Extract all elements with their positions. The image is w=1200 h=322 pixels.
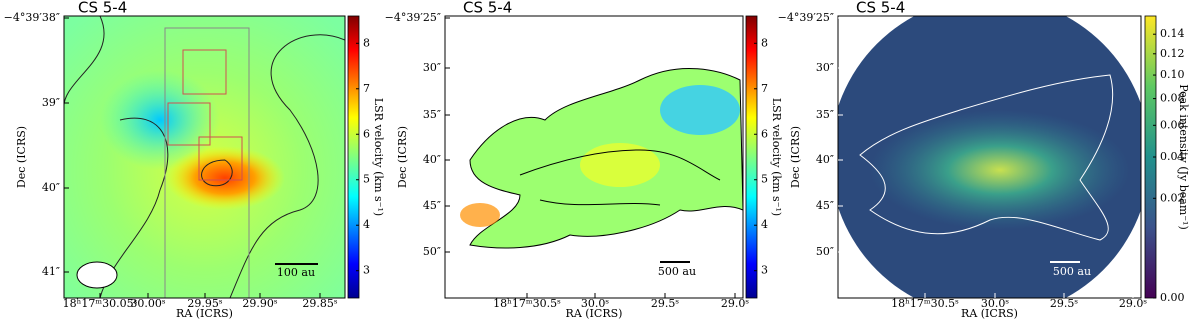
x-tick-label: 30.0ˢ bbox=[981, 297, 1009, 310]
x-tick-label: 29.90ˢ bbox=[242, 297, 277, 310]
panel-title: CS 5-4 bbox=[78, 0, 127, 17]
colorbar-tick-label: 7 bbox=[363, 82, 370, 95]
colorbar-tick-label: 8 bbox=[363, 36, 370, 49]
colorbar-tick-label: 5 bbox=[363, 173, 370, 186]
y-tick-label: 35″ bbox=[816, 108, 834, 121]
y-axis-label: Dec (ICRS) bbox=[396, 126, 409, 188]
x-tick-label: 29.5ˢ bbox=[651, 297, 679, 310]
y-tick-label: 40″ bbox=[423, 153, 441, 166]
colorbar bbox=[745, 15, 758, 299]
y-axis-label: Dec (ICRS) bbox=[789, 126, 802, 188]
x-axis-label: RA (ICRS) bbox=[176, 307, 233, 320]
colorbar-tick-label: 0.10 bbox=[1160, 68, 1185, 81]
colorbar-tick-label: 6 bbox=[761, 127, 768, 140]
y-tick-label: 41″ bbox=[42, 265, 60, 278]
x-tick-label: 30.0ˢ bbox=[581, 297, 609, 310]
scale-bar-label: 500 au bbox=[1053, 265, 1091, 278]
x-tick-label: 29.0ˢ bbox=[721, 297, 749, 310]
y-tick-label: 45″ bbox=[816, 199, 834, 212]
colorbar-tick-label: 6 bbox=[363, 127, 370, 140]
y-tick-label: 35″ bbox=[423, 108, 441, 121]
scale-bar-label: 100 au bbox=[277, 266, 315, 279]
x-tick-label: 18ʰ17ᵐ30.5ˢ bbox=[891, 297, 959, 310]
x-tick-label: 29.0ˢ bbox=[1119, 297, 1147, 310]
colorbar-tick-label: 0.06 bbox=[1160, 118, 1185, 131]
y-tick-label: 50″ bbox=[816, 245, 834, 258]
y-tick-label: 39″ bbox=[42, 96, 60, 109]
x-tick-label: 18ʰ17ᵐ30.5ˢ bbox=[493, 297, 561, 310]
colorbar-tick-label: 0.08 bbox=[1160, 92, 1185, 105]
y-axis-label: Dec (ICRS) bbox=[15, 126, 28, 188]
x-tick-label: 18ʰ17ᵐ30.05ˢ bbox=[63, 297, 138, 310]
colorbar-tick-label: 8 bbox=[761, 36, 768, 49]
y-tick-label: 50″ bbox=[423, 245, 441, 258]
frame bbox=[444, 15, 744, 299]
colorbar-label: Peak intensity (Jy beam⁻¹) bbox=[1177, 84, 1190, 230]
scale-bar-label: 500 au bbox=[658, 265, 696, 278]
map-image bbox=[445, 16, 744, 298]
colorbar-tick-label: 0.14 bbox=[1160, 27, 1185, 40]
colorbar-tick-label: 4 bbox=[363, 218, 370, 231]
colorbar-label: LSR velocity (km s⁻¹) bbox=[770, 98, 783, 216]
colorbar-tick-label: 4 bbox=[761, 218, 768, 231]
frame bbox=[837, 15, 1142, 299]
y-tick-label: 30″ bbox=[816, 61, 834, 74]
panel-title: CS 5-4 bbox=[856, 0, 905, 17]
y-tick-label: 30″ bbox=[423, 61, 441, 74]
colorbar-tick-label: 3 bbox=[363, 264, 370, 277]
y-tick-label: −4°39′25″ bbox=[778, 11, 834, 24]
colorbar-label: LSR velocity (km s⁻¹) bbox=[372, 98, 385, 216]
y-tick-label: −4°39′38″ bbox=[4, 11, 60, 24]
colorbar bbox=[347, 15, 360, 299]
x-tick-label: 29.5ˢ bbox=[1050, 297, 1078, 310]
y-tick-label: −4°39′25″ bbox=[385, 11, 441, 24]
map-image bbox=[64, 16, 345, 298]
map-image bbox=[838, 16, 1141, 298]
y-tick-label: 40″ bbox=[816, 153, 834, 166]
x-tick-label: 30.00ˢ bbox=[130, 297, 165, 310]
colorbar-tick-label: 0.00 bbox=[1160, 291, 1185, 304]
x-axis-label: RA (ICRS) bbox=[961, 307, 1018, 320]
colorbar-tick-label: 3 bbox=[761, 264, 768, 277]
panel-title: CS 5-4 bbox=[463, 0, 512, 17]
colorbar-tick-label: 0.12 bbox=[1160, 47, 1185, 60]
y-tick-label: 40″ bbox=[42, 181, 60, 194]
colorbar-tick-label: 0.04 bbox=[1160, 150, 1185, 163]
x-axis-label: RA (ICRS) bbox=[566, 307, 623, 320]
x-tick-label: 29.85ˢ bbox=[302, 297, 337, 310]
colorbar-tick-label: 5 bbox=[761, 173, 768, 186]
colorbar-tick-label: 0.02 bbox=[1160, 191, 1185, 204]
x-tick-label: 29.95ˢ bbox=[187, 297, 222, 310]
colorbar-tick-label: 7 bbox=[761, 82, 768, 95]
y-tick-label: 45″ bbox=[423, 199, 441, 212]
